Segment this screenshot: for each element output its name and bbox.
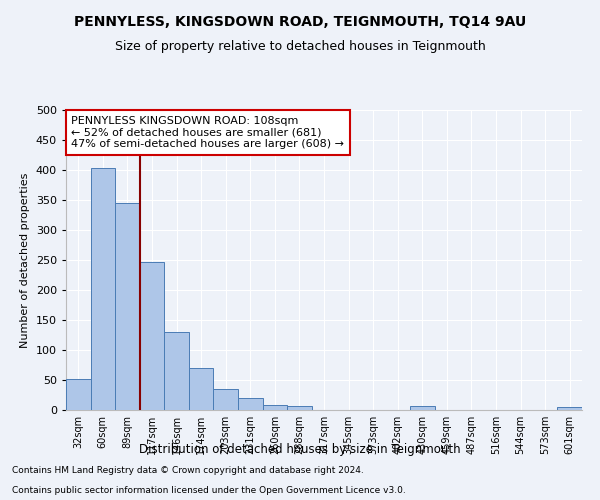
Bar: [140, 262, 164, 410]
Bar: [115, 203, 140, 410]
Text: PENNYLESS KINGSDOWN ROAD: 108sqm
← 52% of detached houses are smaller (681)
47% : PENNYLESS KINGSDOWN ROAD: 108sqm ← 52% o…: [71, 116, 344, 149]
Text: PENNYLESS, KINGSDOWN ROAD, TEIGNMOUTH, TQ14 9AU: PENNYLESS, KINGSDOWN ROAD, TEIGNMOUTH, T…: [74, 15, 526, 29]
Bar: [287, 406, 312, 410]
Bar: [164, 332, 189, 410]
Text: Contains HM Land Registry data © Crown copyright and database right 2024.: Contains HM Land Registry data © Crown c…: [12, 466, 364, 475]
Text: Contains public sector information licensed under the Open Government Licence v3: Contains public sector information licen…: [12, 486, 406, 495]
Bar: [557, 407, 582, 410]
Bar: [91, 168, 115, 410]
Text: Size of property relative to detached houses in Teignmouth: Size of property relative to detached ho…: [115, 40, 485, 53]
Text: Distribution of detached houses by size in Teignmouth: Distribution of detached houses by size …: [139, 442, 461, 456]
Bar: [263, 405, 287, 410]
Y-axis label: Number of detached properties: Number of detached properties: [20, 172, 30, 348]
Bar: [66, 379, 91, 410]
Bar: [214, 389, 238, 410]
Bar: [189, 368, 214, 410]
Bar: [238, 398, 263, 410]
Bar: [410, 406, 434, 410]
